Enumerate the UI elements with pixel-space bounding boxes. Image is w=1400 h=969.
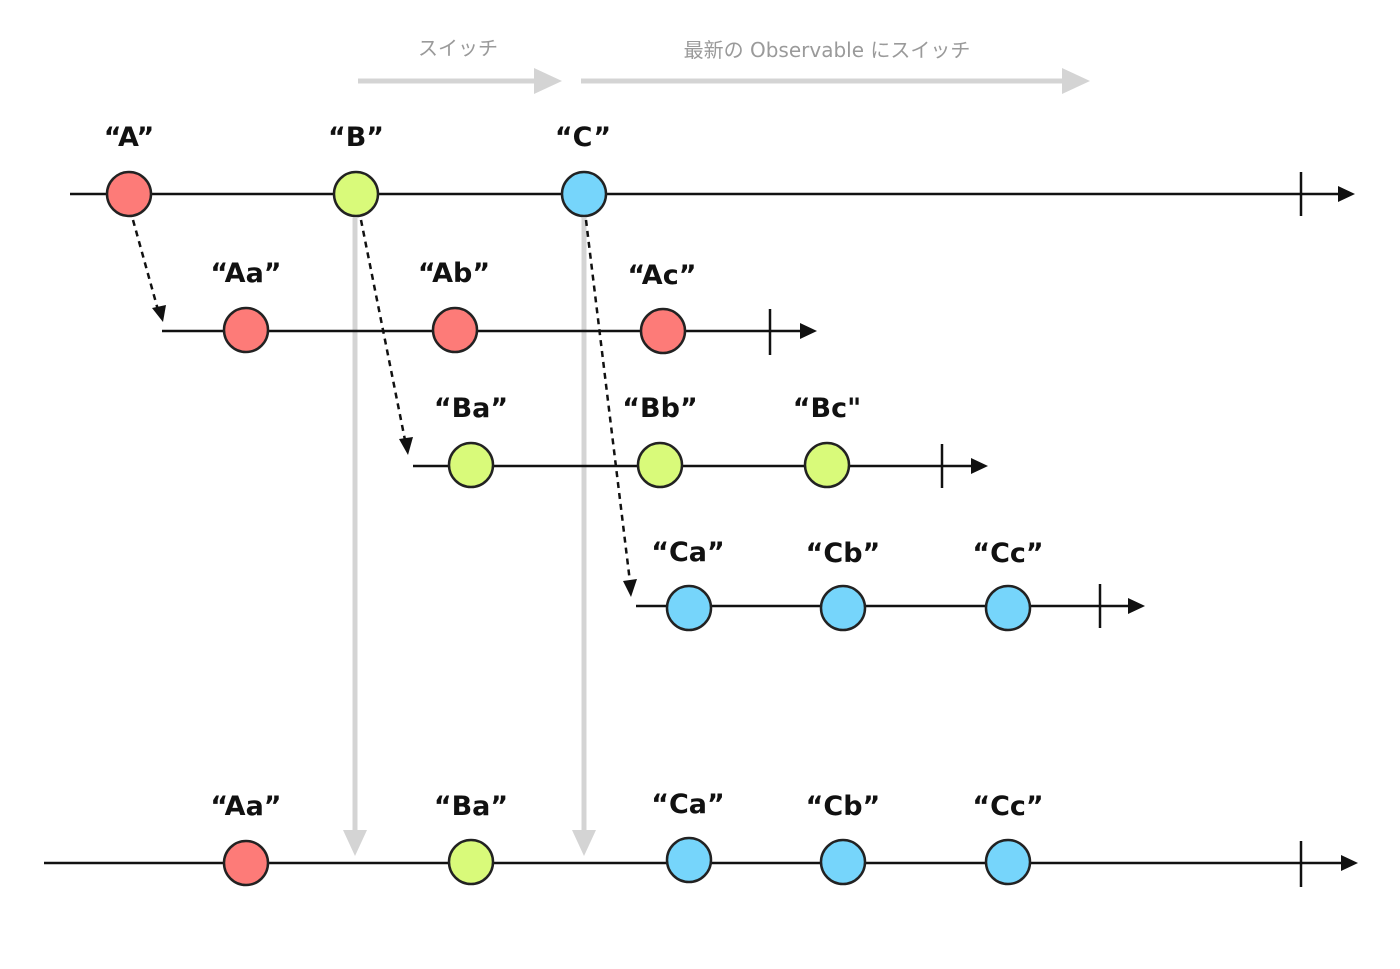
- marble-out-ca: [665, 836, 713, 884]
- marble-label: “Ca”: [651, 537, 725, 568]
- marble-ca: [665, 584, 713, 632]
- marble-label: “Ba”: [434, 393, 508, 424]
- marble-b: [332, 170, 380, 218]
- inner-b-marbles: “Ba” “Bb” “Bc": [434, 393, 861, 489]
- marble-label: “Bc": [793, 393, 861, 424]
- marble-label: “Cc”: [972, 538, 1043, 569]
- spawn-arrow-c-head: [623, 579, 637, 597]
- switch-header-label: スイッチ: [418, 36, 498, 60]
- marble-out-ba: [447, 838, 495, 886]
- marble-cb: [819, 584, 867, 632]
- marble-aa: [222, 306, 270, 354]
- marble-ab: [431, 306, 479, 354]
- marble-bb: [636, 441, 684, 489]
- header-arrows: スイッチ 最新の Observable にスイッチ: [358, 36, 1090, 94]
- source-timeline-arrowhead: [1338, 186, 1355, 202]
- inner-a-timeline-arrowhead: [800, 323, 817, 339]
- switch-header-arrowhead: [534, 68, 562, 94]
- marble-label: “Cc”: [972, 791, 1043, 822]
- spawn-arrow-a: [131, 219, 160, 311]
- marble-label: “Ca”: [651, 789, 725, 820]
- marble-ac: [639, 307, 687, 355]
- output-timeline-arrowhead: [1341, 855, 1358, 871]
- marble-label: “Ab”: [418, 258, 490, 289]
- inner-c-timeline-arrowhead: [1128, 598, 1145, 614]
- marble-label: “Ac”: [628, 260, 697, 291]
- switch-connector-c-arrowhead: [572, 830, 596, 856]
- marble-label: “Aa”: [210, 258, 281, 289]
- spawn-arrow-c: [584, 219, 632, 583]
- marble-label: “Cb”: [806, 791, 881, 822]
- marble-out-cc: [984, 838, 1032, 886]
- marble-out-cb: [819, 838, 867, 886]
- marble-ba: [447, 441, 495, 489]
- spawn-arrow-b-head: [399, 437, 413, 455]
- marble-label: “A”: [104, 122, 154, 153]
- marble-label: “Cb”: [806, 538, 881, 569]
- marble-label: “B”: [328, 122, 384, 153]
- inner-c-timeline: [636, 584, 1145, 628]
- output-marbles: “Aa” “Ba” “Ca” “Cb” “Cc”: [210, 789, 1044, 887]
- source-timeline: [70, 172, 1355, 216]
- switch-connectors: [343, 218, 596, 856]
- marble-label: “Aa”: [210, 791, 281, 822]
- marble-c: [560, 170, 608, 218]
- marble-bc: [803, 441, 851, 489]
- marble-label: “C”: [555, 122, 611, 153]
- latest-switch-header-arrowhead: [1062, 68, 1090, 94]
- inner-b-timeline: [413, 444, 988, 488]
- inner-b-timeline-arrowhead: [971, 458, 988, 474]
- spawn-arrows: [131, 219, 637, 597]
- marble-cc: [984, 584, 1032, 632]
- marble-a: [105, 170, 153, 218]
- marble-out-aa: [222, 839, 270, 887]
- marble-label: “Bb”: [622, 393, 697, 424]
- marble-label: “Ba”: [434, 791, 508, 822]
- spawn-arrow-a-head: [152, 305, 166, 322]
- latest-switch-header-label: 最新の Observable にスイッチ: [684, 38, 971, 62]
- inner-a-marbles: “Aa” “Ab” “Ac”: [210, 258, 697, 355]
- inner-c-marbles: “Ca” “Cb” “Cc”: [651, 537, 1044, 632]
- switch-connector-b-arrowhead: [343, 830, 367, 856]
- source-marbles: “A” “B” “C”: [104, 122, 611, 218]
